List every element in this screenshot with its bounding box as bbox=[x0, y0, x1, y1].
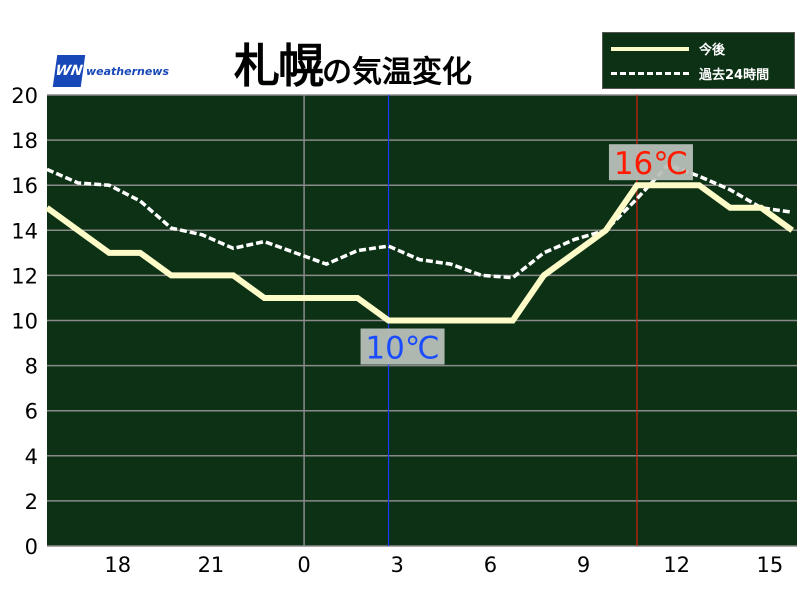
x-tick-label: 18 bbox=[104, 553, 131, 577]
x-tick-label: 12 bbox=[663, 553, 690, 577]
y-tick-label: 10 bbox=[11, 310, 38, 334]
y-tick-label: 18 bbox=[11, 129, 38, 153]
logo-text: weathernews bbox=[86, 64, 170, 78]
x-tick-label: 0 bbox=[297, 553, 310, 577]
x-tick-label: 6 bbox=[484, 553, 497, 577]
y-tick-label: 0 bbox=[25, 535, 38, 559]
x-tick-label: 9 bbox=[577, 553, 590, 577]
y-tick-label: 12 bbox=[11, 264, 38, 288]
legend: 今後 過去24時間 bbox=[602, 32, 795, 89]
chart-title: 札幌の気温変化 bbox=[234, 30, 472, 96]
legend-swatch-dashed bbox=[611, 72, 689, 75]
y-tick-label: 14 bbox=[11, 219, 38, 243]
x-tick-label: 15 bbox=[756, 553, 783, 577]
logo-mark: WN bbox=[52, 55, 86, 87]
y-tick-label: 4 bbox=[25, 445, 38, 469]
weathernews-logo: WN weathernews bbox=[52, 55, 170, 87]
y-tick-label: 2 bbox=[25, 490, 38, 514]
title-suffix: の気温変化 bbox=[322, 55, 472, 90]
min-temp-label-bg bbox=[360, 328, 445, 365]
y-tick-label: 20 bbox=[11, 84, 38, 108]
legend-label: 過去24時間 bbox=[699, 68, 770, 83]
legend-label: 今後 bbox=[699, 43, 726, 58]
y-tick-label: 8 bbox=[25, 355, 38, 379]
x-tick-label: 3 bbox=[391, 553, 404, 577]
x-tick-label: 21 bbox=[198, 553, 225, 577]
title-city: 札幌 bbox=[234, 39, 324, 93]
y-tick-label: 16 bbox=[11, 174, 38, 198]
legend-item-past: 過去24時間 bbox=[611, 64, 769, 83]
max-temp-label-bg bbox=[608, 144, 693, 181]
y-tick-label: 6 bbox=[25, 400, 38, 424]
max-temp-label: 16℃ bbox=[614, 146, 688, 182]
min-temp-label: 10℃ bbox=[365, 331, 439, 367]
legend-swatch-solid bbox=[611, 46, 689, 51]
legend-item-future: 今後 bbox=[611, 39, 725, 58]
